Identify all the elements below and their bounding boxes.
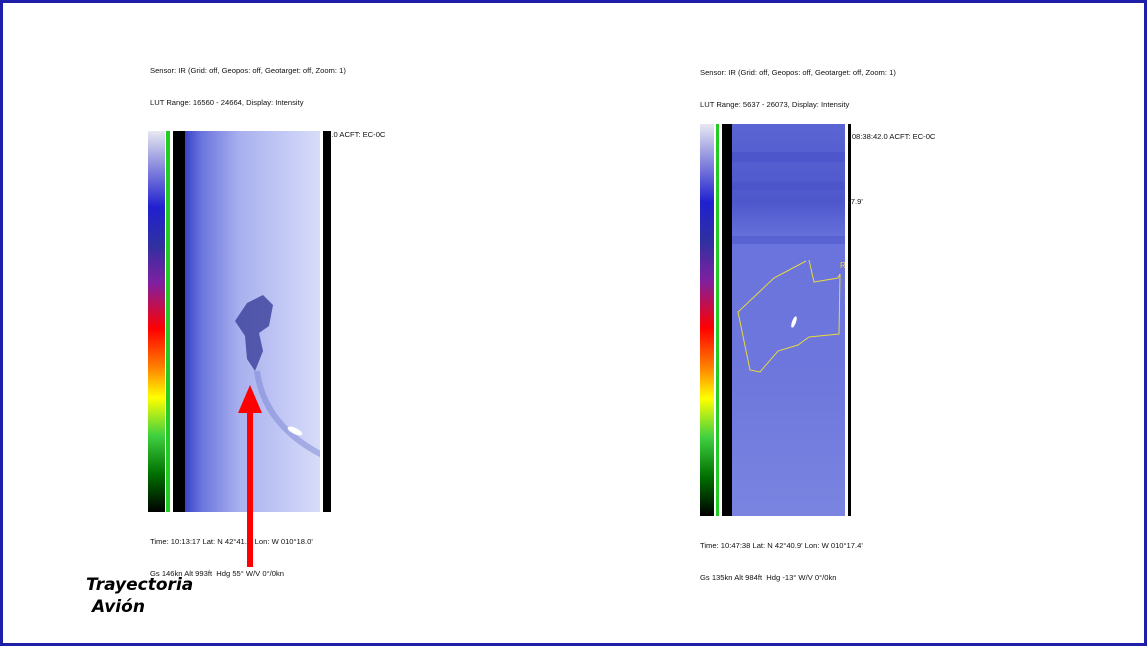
header-line: LUT Range: 16560 - 24664, Display: Inten…	[150, 98, 495, 109]
color-bar	[148, 131, 165, 512]
header-line: LUT Range: 5637 - 26073, Display: Intens…	[700, 100, 1000, 111]
image-features: RO	[732, 124, 845, 516]
footer-line: Time: 10:47:38 Lat: N 42°40.9' Lon: W 01…	[700, 541, 920, 552]
color-bar	[700, 124, 714, 516]
annotation-line: Trayectoria	[86, 574, 193, 596]
annotation: Trayectoria Avión	[86, 574, 193, 618]
annotation-line: Avión	[86, 596, 193, 618]
ir-image: RO	[700, 124, 851, 516]
panel-footer: Time: 10:47:38 Lat: N 42°40.9' Lon: W 01…	[700, 519, 920, 595]
footer-line: Gs 135kn Alt 984ft Hdg -13° W/V 0°/0kn	[700, 573, 920, 584]
trajectory-arrow	[235, 385, 265, 567]
header-line: Sensor: IR (Grid: off, Geopos: off, Geot…	[150, 66, 495, 77]
page: Sensor: IR (Grid: off, Geopos: off, Geot…	[0, 0, 1147, 630]
header-line: Sensor: IR (Grid: off, Geopos: off, Geot…	[700, 68, 1000, 79]
